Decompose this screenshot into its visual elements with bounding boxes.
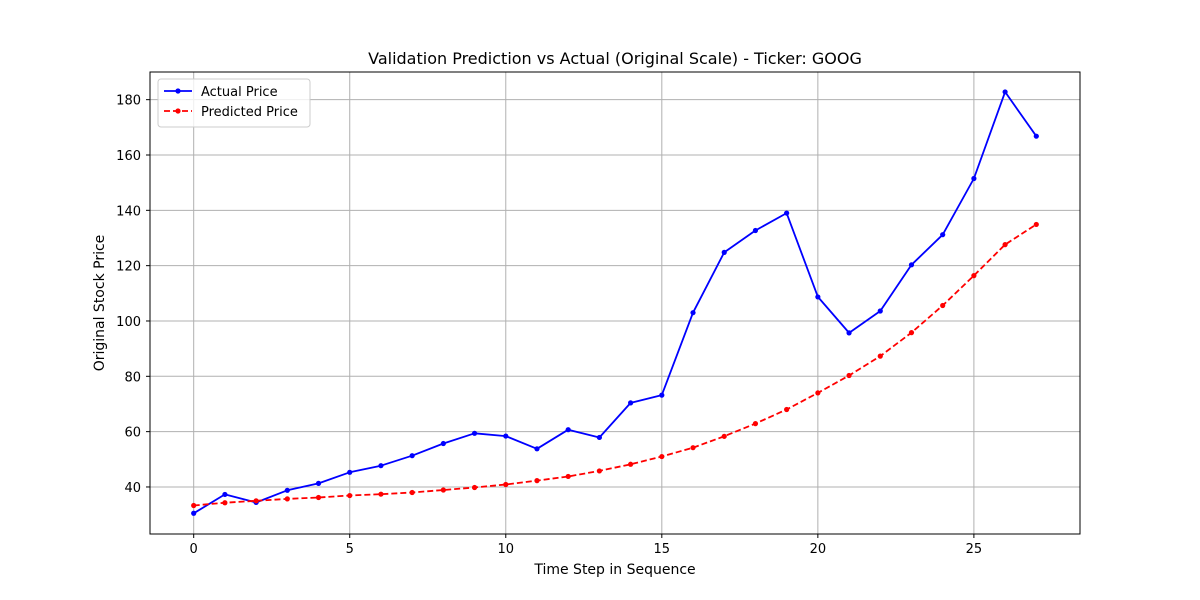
data-point xyxy=(440,487,446,493)
axis-ticks: 0 5 10 15 20 25 40 60 80 100 120 140 160 180 xyxy=(116,94,982,557)
legend-box xyxy=(157,78,311,128)
data-point xyxy=(752,421,759,427)
y-tick-label: 180 xyxy=(116,94,141,109)
data-point xyxy=(222,500,228,506)
data-point xyxy=(347,469,353,475)
data-point xyxy=(471,430,478,436)
data-point xyxy=(721,433,727,439)
data-point xyxy=(284,496,290,502)
data-point xyxy=(315,480,322,486)
data-point xyxy=(940,232,946,238)
data-point xyxy=(253,498,259,504)
data-point xyxy=(940,302,946,309)
data-point xyxy=(908,330,915,336)
data-point xyxy=(596,468,602,474)
data-point xyxy=(877,353,883,359)
data-point xyxy=(690,445,696,451)
data-point xyxy=(628,400,634,406)
data-point xyxy=(784,210,790,216)
data-point xyxy=(409,453,415,459)
data-point xyxy=(565,427,571,433)
x-axis-label: Time Step in Sequence xyxy=(533,562,695,578)
data-point xyxy=(1033,133,1039,139)
y-tick-label: 60 xyxy=(124,426,141,441)
data-point xyxy=(659,392,665,398)
y-tick-label: 100 xyxy=(116,315,141,330)
data-point xyxy=(222,491,228,498)
y-axis-label: Original Stock Price xyxy=(92,235,108,372)
x-tick-label: 15 xyxy=(654,542,671,557)
data-point xyxy=(315,494,322,501)
data-point xyxy=(1002,242,1008,248)
data-point xyxy=(596,434,602,441)
data-point xyxy=(971,273,977,279)
data-point xyxy=(378,491,384,497)
legend: Actual Price Predicted Price xyxy=(157,78,311,128)
data-point xyxy=(659,453,665,460)
data-point xyxy=(503,433,509,439)
data-point xyxy=(1033,221,1039,228)
x-tick-label: 0 xyxy=(190,542,198,557)
data-point xyxy=(815,390,821,396)
chart-title: Validation Prediction vs Actual (Origina… xyxy=(368,49,862,68)
x-tick-label: 5 xyxy=(346,542,354,557)
data-point xyxy=(1002,89,1008,95)
data-point xyxy=(690,310,696,316)
data-point xyxy=(971,175,977,182)
data-point xyxy=(784,406,790,413)
y-tick-label: 160 xyxy=(116,149,141,164)
y-tick-label: 120 xyxy=(116,260,141,275)
legend-label: Predicted Price xyxy=(201,105,298,120)
data-point xyxy=(409,489,415,496)
data-point xyxy=(628,461,634,467)
data-point xyxy=(347,492,353,499)
legend-marker xyxy=(175,108,181,114)
data-point xyxy=(284,487,290,493)
series-line-predicted xyxy=(193,223,1037,507)
series-line-actual xyxy=(193,91,1038,515)
plot-frame xyxy=(149,71,1081,535)
data-point xyxy=(378,463,384,469)
data-point xyxy=(877,308,883,314)
y-tick-label: 140 xyxy=(116,204,141,219)
data-point xyxy=(503,481,509,488)
y-tick-label: 80 xyxy=(124,370,141,385)
data-point xyxy=(440,440,446,447)
y-tick-label: 40 xyxy=(124,481,141,496)
data-point xyxy=(846,372,852,379)
data-point xyxy=(815,294,821,300)
x-tick-label: 20 xyxy=(810,542,827,557)
data-point xyxy=(191,502,197,509)
data-point xyxy=(534,478,540,484)
x-tick-label: 25 xyxy=(966,542,983,557)
data-point xyxy=(752,227,759,234)
data-point xyxy=(721,249,727,255)
data-point xyxy=(846,330,852,336)
data-point xyxy=(471,484,478,491)
data-point xyxy=(191,510,197,516)
data-point xyxy=(534,446,540,452)
data-point xyxy=(565,473,571,480)
legend-label: Actual Price xyxy=(201,85,278,100)
series-layer xyxy=(191,89,1039,516)
x-tick-label: 10 xyxy=(497,542,514,557)
data-point xyxy=(908,262,915,268)
legend-marker xyxy=(175,88,181,94)
